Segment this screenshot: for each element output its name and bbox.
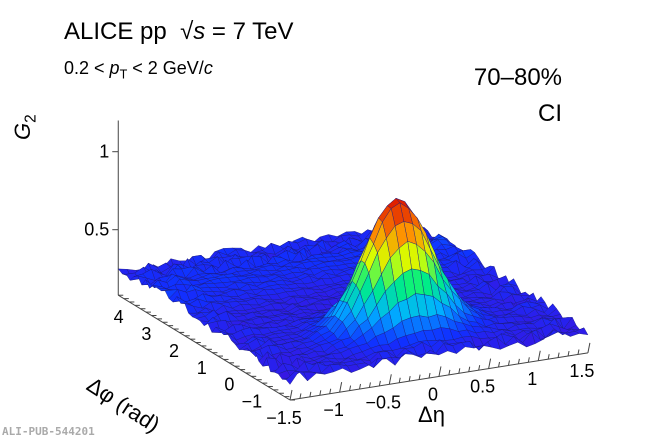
x-tick bbox=[408, 376, 411, 382]
watermark: ALI-PUB-544201 bbox=[2, 425, 95, 438]
x-tick bbox=[319, 390, 322, 396]
x-tick bbox=[349, 385, 352, 391]
x-tick bbox=[378, 380, 381, 386]
y-tick-label: 2 bbox=[169, 341, 179, 361]
x-tick-label: 0.5 bbox=[470, 377, 495, 397]
x-tick-label: 1 bbox=[527, 369, 537, 389]
y-tick-label: 0 bbox=[224, 375, 234, 395]
surface-cell bbox=[285, 371, 300, 385]
x-tick bbox=[517, 358, 520, 364]
x-tick bbox=[547, 354, 550, 360]
x-tick-label: −0.5 bbox=[366, 392, 402, 412]
x-tick bbox=[289, 389, 293, 401]
z-tick-label: 0.5 bbox=[84, 220, 109, 240]
x-tick bbox=[428, 372, 431, 379]
y-tick-label: −1 bbox=[242, 392, 263, 412]
x-tick bbox=[299, 393, 302, 399]
x-axis-label: Δη bbox=[418, 402, 445, 427]
y-axis-line bbox=[117, 294, 291, 401]
x-tick-label: −1 bbox=[323, 400, 344, 420]
x-tick bbox=[468, 366, 471, 372]
x-tick bbox=[498, 361, 501, 368]
z-tick-label: 1 bbox=[99, 142, 109, 162]
x-tick bbox=[567, 350, 570, 357]
x-tick-label: 0 bbox=[428, 384, 438, 404]
x-tick bbox=[368, 382, 371, 388]
x-tick bbox=[339, 382, 343, 393]
x-tick bbox=[388, 374, 392, 385]
x-tick bbox=[587, 342, 591, 353]
x-tick bbox=[577, 349, 580, 355]
x-tick bbox=[527, 357, 530, 363]
x-tick bbox=[438, 366, 442, 377]
centrality-label: 70–80% bbox=[473, 64, 562, 91]
y-tick-label: 3 bbox=[141, 324, 151, 344]
x-tick bbox=[478, 365, 481, 371]
x-tick bbox=[537, 350, 541, 361]
x-tick-label: 1.5 bbox=[569, 361, 594, 381]
z-axis-label: G2 bbox=[10, 114, 40, 140]
x-tick bbox=[557, 352, 560, 358]
y-tick-label: 1 bbox=[197, 358, 207, 378]
ci-label: CI bbox=[538, 100, 562, 127]
chart-subtitle: 0.2 < pT < 2 GeV/c bbox=[64, 58, 213, 82]
x-tick bbox=[329, 388, 332, 394]
x-tick bbox=[359, 383, 362, 390]
x-tick bbox=[448, 369, 451, 375]
y-tick-label: 4 bbox=[114, 307, 124, 327]
x-tick bbox=[458, 368, 461, 374]
x-tick-label: −1.5 bbox=[266, 408, 302, 428]
x-tick bbox=[309, 391, 312, 397]
x-tick bbox=[398, 377, 401, 383]
chart-title: ALICE pp √s = 7 TeV bbox=[64, 18, 294, 45]
x-tick bbox=[507, 360, 510, 366]
x-tick bbox=[418, 374, 421, 380]
x-tick bbox=[488, 358, 492, 369]
